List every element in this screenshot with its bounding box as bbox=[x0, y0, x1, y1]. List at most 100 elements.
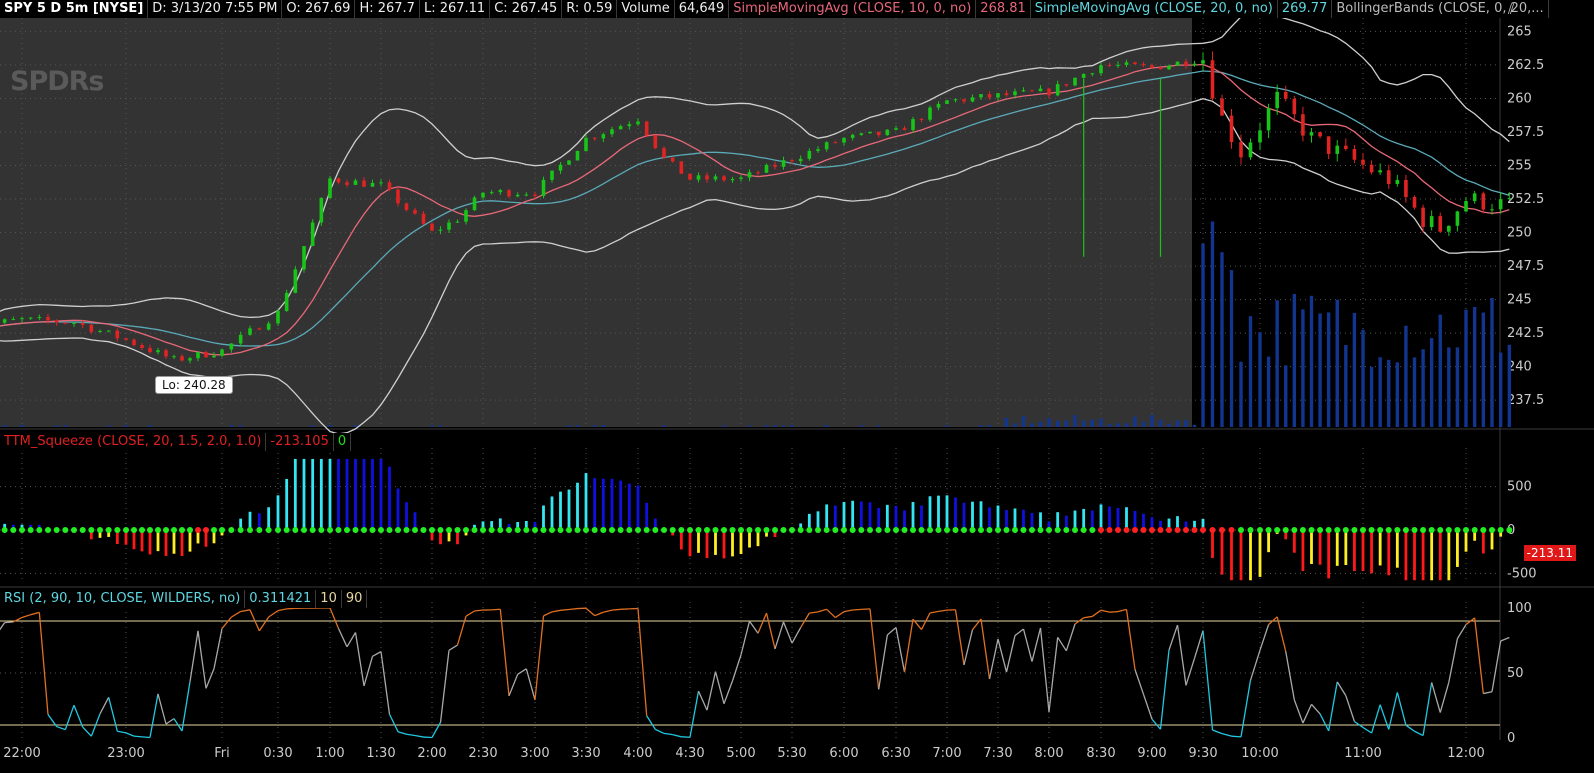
ttm-bar bbox=[903, 510, 906, 530]
squeeze-dot bbox=[1463, 527, 1469, 533]
rsi-segment bbox=[13, 616, 23, 623]
squeeze-dot bbox=[591, 527, 598, 533]
squeeze-dot bbox=[318, 527, 325, 533]
volume-bar bbox=[979, 425, 983, 427]
squeeze-dot bbox=[695, 527, 702, 533]
rsi-segment bbox=[655, 728, 665, 734]
rsi-segment bbox=[47, 714, 58, 727]
squeeze-dot bbox=[1437, 527, 1444, 533]
candle-body bbox=[824, 142, 829, 150]
candle-body bbox=[89, 324, 94, 332]
x-tick-label: 10:00 bbox=[1241, 746, 1278, 761]
squeeze-dot bbox=[292, 527, 299, 533]
squeeze-dot bbox=[1394, 527, 1401, 533]
ttm-bar bbox=[593, 478, 597, 530]
symbol-label[interactable]: SPY 5 D 5m [NYSE] bbox=[0, 0, 149, 18]
candle-body bbox=[842, 137, 846, 143]
volume-bar bbox=[1021, 416, 1026, 427]
drawing-tool-icon[interactable]: ⫽ bbox=[1508, 2, 1515, 18]
rsi-segment bbox=[141, 736, 151, 739]
rsi-segment bbox=[1500, 636, 1510, 642]
close-readout: C: 267.45 bbox=[490, 0, 563, 18]
ttm-bar bbox=[180, 530, 184, 556]
squeeze-dot bbox=[849, 527, 856, 533]
rsi-segment bbox=[380, 651, 391, 715]
squeeze-dot bbox=[884, 527, 891, 533]
rsi-segment bbox=[133, 735, 143, 738]
sma10-label[interactable]: SimpleMovingAvg (CLOSE, 10, 0, no) bbox=[729, 0, 977, 18]
rsi-segment bbox=[1100, 609, 1110, 613]
ttm-label[interactable]: TTM_Squeeze (CLOSE, 20, 1.5, 2.0, 1.0) bbox=[0, 433, 267, 451]
y-tick-label: 260 bbox=[1507, 91, 1532, 106]
ttm-bar bbox=[1421, 530, 1425, 581]
squeeze-dot bbox=[935, 527, 942, 533]
candle-body bbox=[1464, 201, 1468, 212]
squeeze-dot bbox=[283, 527, 290, 533]
rsi-segment bbox=[1405, 724, 1415, 732]
squeeze-dot bbox=[147, 527, 153, 533]
rsi-segment bbox=[1285, 651, 1295, 700]
price-axis-bg bbox=[1500, 18, 1594, 427]
squeeze-dot bbox=[1149, 527, 1155, 533]
squeeze-dot bbox=[772, 527, 778, 533]
squeeze-dot bbox=[986, 527, 993, 533]
squeeze-dot bbox=[1115, 527, 1121, 533]
candle-body bbox=[1404, 179, 1408, 197]
squeeze-dot bbox=[1257, 527, 1263, 533]
candle-body bbox=[524, 194, 529, 196]
ttm-bar bbox=[516, 522, 520, 530]
volume-bar bbox=[1275, 300, 1279, 427]
volume-bar bbox=[2, 425, 7, 427]
rsi-segment bbox=[1422, 682, 1433, 736]
ttm-bar bbox=[1142, 513, 1145, 530]
rsi-segment bbox=[165, 718, 175, 725]
rsi-segment bbox=[286, 607, 296, 610]
candle-body bbox=[592, 137, 597, 139]
ttm-bar bbox=[1090, 510, 1094, 530]
rsi-segment bbox=[1336, 681, 1347, 696]
squeeze-dot bbox=[1063, 527, 1070, 533]
ttm-bar bbox=[379, 458, 383, 530]
rsi-segment bbox=[1268, 616, 1278, 626]
ttm-header: TTM_Squeeze (CLOSE, 20, 1.5, 2.0, 1.0) -… bbox=[0, 433, 352, 451]
rsi-segment bbox=[397, 731, 407, 735]
ttm-bar bbox=[1099, 504, 1103, 530]
rsi-label[interactable]: RSI (2, 90, 10, CLOSE, WILDERS, no) bbox=[0, 590, 246, 608]
candle-body bbox=[1167, 65, 1171, 70]
bollinger-label[interactable]: BollingerBands (CLOSE, 0, 20,... bbox=[1332, 0, 1549, 18]
squeeze-dot bbox=[1402, 527, 1409, 533]
ttm-bar bbox=[148, 530, 152, 555]
rsi-segment bbox=[912, 618, 923, 630]
squeeze-dot bbox=[344, 527, 350, 533]
y-tick-label: -500 bbox=[1507, 566, 1537, 581]
ttm-bar bbox=[619, 480, 623, 530]
squeeze-dot bbox=[918, 527, 925, 533]
volume-bar bbox=[1167, 423, 1171, 427]
squeeze-dot bbox=[1166, 527, 1172, 533]
volume-label[interactable]: Volume bbox=[617, 0, 675, 18]
candle-body bbox=[670, 157, 675, 162]
volume-bar bbox=[1507, 344, 1512, 427]
volume-bar bbox=[1210, 221, 1215, 427]
squeeze-dot bbox=[858, 527, 865, 533]
candle-body bbox=[730, 178, 735, 181]
sma20-label[interactable]: SimpleMovingAvg (CLOSE, 20, 0, no) bbox=[1031, 0, 1278, 18]
candle-body bbox=[20, 318, 24, 320]
squeeze-dot bbox=[566, 527, 572, 533]
rsi-segment bbox=[663, 732, 673, 736]
squeeze-dot bbox=[832, 527, 839, 533]
squeeze-dot bbox=[1219, 527, 1225, 533]
ttm-bar bbox=[1108, 506, 1111, 530]
candle-body bbox=[28, 317, 33, 319]
ttm-bar bbox=[705, 530, 709, 558]
rsi-segment bbox=[525, 668, 536, 701]
squeeze-dot bbox=[1140, 527, 1147, 533]
candle-body bbox=[885, 129, 890, 136]
ttm-bar bbox=[1353, 530, 1356, 572]
volume-bar bbox=[353, 425, 358, 427]
volume-bars bbox=[2, 221, 1512, 427]
ttm-bar bbox=[481, 521, 485, 530]
ttm-bar bbox=[688, 530, 692, 557]
volume-bar bbox=[1387, 359, 1391, 427]
